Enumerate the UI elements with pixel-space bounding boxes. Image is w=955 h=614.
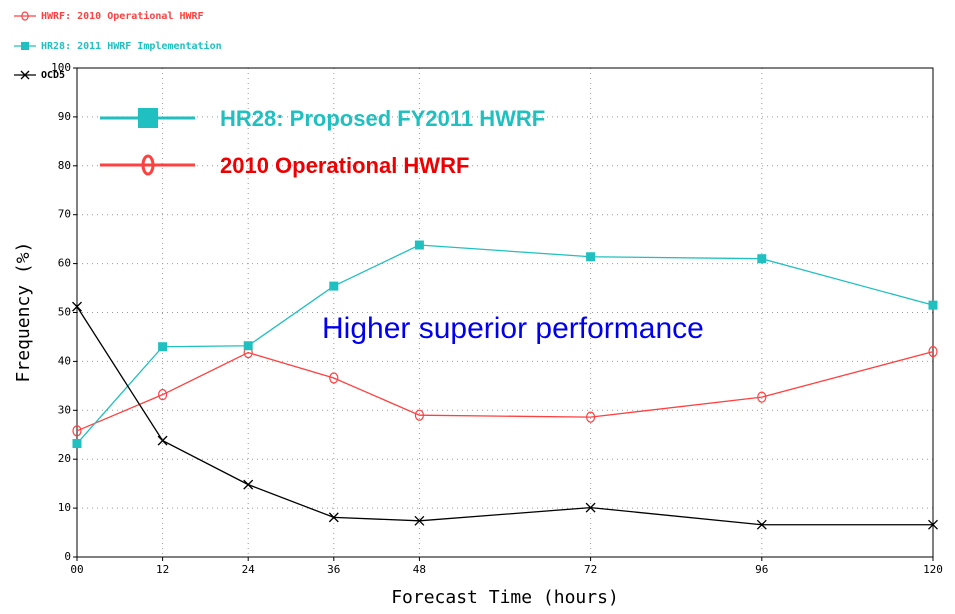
legend-marker [21,11,29,21]
series-line [76,306,933,526]
data-point [757,391,767,403]
data-point [72,439,82,449]
data-point [328,512,339,523]
annotation: Higher superior performance [322,312,704,345]
data-point [928,346,938,358]
y-tick-label: 70 [58,208,71,221]
x-tick-label: 72 [584,563,597,576]
data-point [928,519,938,530]
data-point [158,389,168,401]
y-tick-label: 80 [58,159,71,172]
y-axis-label: Frequency (%) [13,242,34,383]
data-point [928,300,938,310]
x-tick-label: 96 [755,563,768,576]
data-point [585,411,596,423]
data-point [243,479,254,490]
x-tick-label: 36 [327,563,340,576]
y-tick-label: 20 [58,452,71,465]
y-tick-label: 50 [58,306,71,319]
legend-label: OCD5 [41,70,65,81]
legend-label: HWRF: 2010 Operational HWRF [41,10,204,22]
x-tick-label: 12 [156,563,169,576]
y-tick-label: 10 [58,501,71,514]
data-point [243,341,253,351]
annotation-marker [138,108,158,128]
data-point [414,240,424,250]
data-point [329,281,339,291]
series-line [76,350,934,432]
y-tick-label: 90 [58,110,71,123]
x-tick-label: 24 [242,563,256,576]
y-tick-label: 100 [51,61,71,74]
data-point [158,342,168,352]
data-point [757,254,767,264]
data-point [585,502,596,513]
data-point [414,409,424,421]
legend-marker [21,42,29,50]
data-point [157,435,168,446]
y-tick-label: 0 [64,550,71,563]
data-point [756,519,767,530]
data-point [72,425,82,437]
data-point [72,301,82,312]
plot-frame [76,67,934,558]
annotation: HR28: Proposed FY2011 HWRF [220,106,545,131]
x-axis-label: Forecast Time (hours) [391,587,619,608]
legend-label: HR28: 2011 HWRF Implementation [41,40,222,52]
y-tick-label: 30 [58,403,71,416]
annotation: 2010 Operational HWRF [220,153,469,178]
y-tick-label: 40 [58,354,71,367]
series-line [76,244,934,444]
data-point [329,372,339,384]
data-point [414,515,425,526]
x-tick-label: 120 [923,563,943,576]
y-tick-label: 60 [58,257,71,270]
x-tick-label: 00 [70,563,83,576]
legend-marker [20,70,30,80]
data-point [586,252,596,262]
annotation-marker [141,154,155,176]
x-tick-label: 48 [413,563,426,576]
